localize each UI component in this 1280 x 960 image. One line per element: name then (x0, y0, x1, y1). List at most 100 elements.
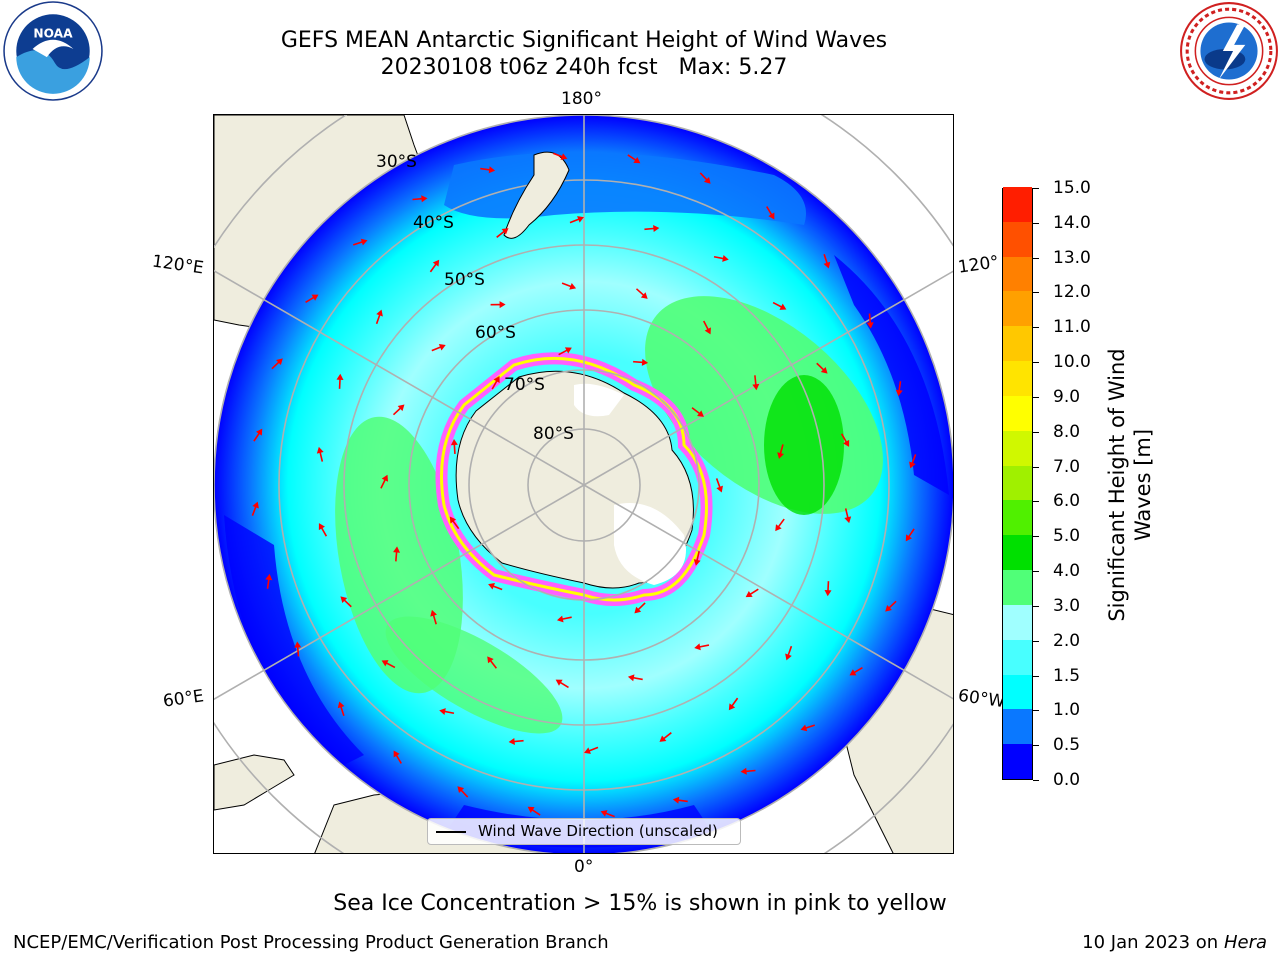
footer-machine: Hera (1223, 932, 1267, 953)
colorbar-tick-label: 3.0 (1053, 595, 1081, 616)
wave-arrow (487, 656, 498, 669)
wave-arrow (555, 679, 569, 689)
colorbar-segment (1003, 534, 1032, 571)
wave-arrow (337, 701, 345, 717)
footer-left: NCEP/EMC/Verification Post Processing Pr… (13, 932, 609, 953)
meridian-label-lower-right: 60°W (956, 685, 1007, 713)
chart-title-line1: GEFS MEAN Antarctic Significant Height o… (280, 28, 888, 53)
colorbar-tick-label: 0.0 (1053, 770, 1081, 790)
colorbar-segment (1003, 743, 1032, 779)
wave-arrow (488, 583, 503, 591)
wave-arrow (775, 518, 785, 532)
wave-arrow (561, 282, 577, 290)
colorbar-tick-mark (1033, 292, 1039, 294)
wave-arrow (305, 294, 319, 303)
wave-arrow (785, 645, 793, 661)
ice-shelf (574, 383, 624, 417)
wave-arrow (728, 697, 739, 711)
nws-logo-icon (1180, 2, 1278, 100)
wave-arrow (644, 225, 660, 233)
wave-arrow (895, 381, 903, 397)
graticule (214, 115, 953, 853)
meridian-label-upper-left: 120°E (150, 251, 205, 279)
colorbar-segment (1003, 395, 1032, 431)
wave-arrow (600, 810, 615, 818)
wave-arrow (352, 238, 368, 246)
svg-text:NOAA: NOAA (33, 27, 73, 41)
wave-arrow (840, 433, 850, 447)
colorbar-segment (1003, 360, 1032, 396)
wave-arrow (693, 550, 701, 566)
wave-arrow (584, 746, 599, 754)
wave-arrow (905, 528, 915, 542)
colorbar-tick-label: 6.0 (1053, 491, 1081, 512)
colorbar-segment (1003, 708, 1032, 745)
wave-arrow (627, 154, 641, 164)
colorbar-tick-mark (1033, 536, 1039, 538)
meridian-60e (214, 484, 585, 701)
colorbar-segment (1003, 569, 1032, 605)
lat-label-50: 50°S (444, 270, 485, 290)
wave-arrow (449, 516, 460, 530)
wave-arrow (635, 288, 648, 299)
wave-arrow (715, 478, 723, 493)
footer-date: 10 Jan 2023 on (1082, 932, 1224, 953)
wave-arrow (318, 523, 328, 537)
meridian-120e (214, 269, 585, 486)
meridian-60w (583, 484, 953, 700)
wave-arrow (558, 347, 572, 356)
colorbar-tick-mark (1033, 362, 1039, 364)
wave-arrow (450, 439, 458, 455)
colorbar-tick-label: 2.0 (1053, 630, 1081, 651)
colorbar-segment (1003, 639, 1032, 675)
colorbar-tick-mark (1033, 396, 1039, 398)
colorbar-tick-label: 14.0 (1053, 212, 1091, 233)
wave-arrow (672, 796, 688, 804)
legend-line (436, 831, 466, 833)
wave-arrow (393, 546, 401, 562)
wave-arrow (253, 428, 263, 442)
colorbar-tick-label: 7.0 (1053, 456, 1081, 477)
madagascar-land (214, 754, 295, 811)
wave-arrow (772, 301, 787, 310)
wave-arrow (392, 404, 405, 416)
wave-arrow (713, 255, 729, 262)
colorbar-tick-mark (1033, 222, 1039, 224)
meridian-120w (583, 270, 953, 486)
colorbar-tick-label: 1.0 (1053, 700, 1081, 721)
chart-title-line2: 20230108 t06z 240h fcst Max: 5.27 (380, 55, 788, 80)
wave-arrow (271, 358, 283, 370)
wave-arrow (381, 660, 396, 669)
wave-arrow (508, 737, 524, 745)
colorbar-tick-label: 9.0 (1053, 386, 1081, 407)
wave-arrow (429, 259, 440, 273)
wave-arrow (694, 643, 710, 651)
colorbar-segment (1003, 499, 1032, 536)
lat-label-30: 30°S (376, 152, 417, 172)
wave-arrow (336, 373, 344, 389)
colorbar-tick-mark (1033, 431, 1039, 433)
colorbar-tick-label: 12.0 (1053, 282, 1091, 303)
wave-arrow (393, 750, 402, 764)
wave-arrow (816, 362, 828, 374)
colorbar-tick-mark (1033, 710, 1039, 712)
colorbar-tick-mark (1033, 780, 1039, 781)
wave-arrow (496, 228, 509, 238)
footer-right: 10 Jan 2023 on Hera (1082, 932, 1267, 953)
sea-ice-edge-high (440, 356, 708, 602)
wave-arrow (745, 588, 759, 598)
colorbar-segment (1003, 221, 1032, 257)
wave-arrow (569, 216, 584, 224)
wave-arrow (294, 641, 302, 657)
meridian-label-bottom: 0° (574, 857, 594, 877)
wave-arrow (556, 615, 572, 623)
wave-arrow (627, 674, 643, 682)
colorbar-segment (1003, 256, 1032, 292)
polar-map (213, 114, 954, 854)
wave-arrow (527, 806, 541, 816)
colorbar-tick-mark (1033, 257, 1039, 259)
wave-arrow (866, 313, 874, 329)
colorbar-tick-mark (1033, 501, 1039, 503)
lat-label-60: 60°S (475, 323, 516, 343)
lat-label-40: 40°S (413, 213, 454, 233)
